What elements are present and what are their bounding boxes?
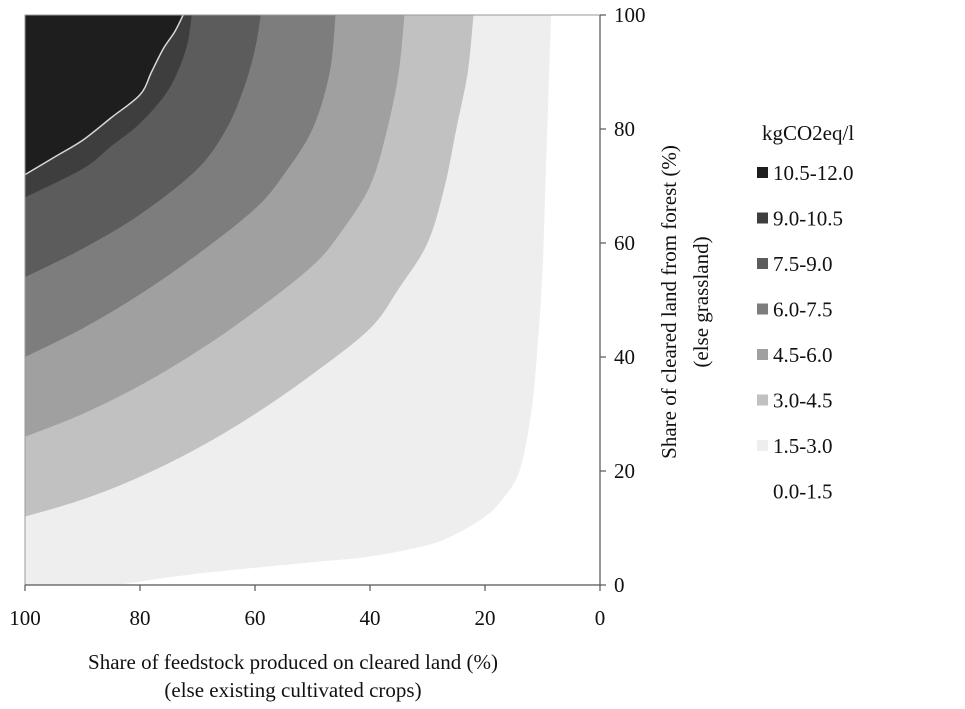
legend-item: 4.5-6.0 (757, 343, 833, 367)
legend-item: 3.0-4.5 (757, 389, 833, 413)
x-tick-label: 60 (245, 606, 266, 630)
y-axis-ticks: 0 20 40 60 80 100 (600, 3, 646, 597)
legend-item: 0.0-1.5 (757, 480, 833, 504)
x-axis-title-line1: Share of feedstock produced on cleared l… (88, 650, 498, 674)
legend-swatch (757, 304, 768, 315)
x-axis-ticks: 100 80 60 40 20 0 (9, 585, 605, 630)
legend-label: 3.0-4.5 (773, 389, 833, 413)
x-tick-label: 80 (130, 606, 151, 630)
y-tick-label: 80 (614, 117, 635, 141)
legend-item: 7.5-9.0 (757, 252, 833, 276)
contour-bands (23, 13, 551, 585)
y-tick-label: 100 (614, 3, 646, 27)
x-tick-label: 20 (475, 606, 496, 630)
y-tick-label: 0 (614, 573, 625, 597)
x-tick-label: 100 (9, 606, 41, 630)
y-axis-title-line2: (else grassland) (689, 236, 713, 367)
y-tick-label: 60 (614, 231, 635, 255)
legend-swatch (757, 167, 768, 178)
legend-swatch (757, 395, 768, 406)
legend-swatch (757, 349, 768, 360)
legend-swatch (757, 258, 768, 269)
legend-items: 10.5-12.0 9.0-10.5 7.5-9.0 6.0-7.5 4.5-6.0 3.… (757, 161, 854, 504)
legend-swatch (757, 440, 768, 451)
legend-label: 10.5-12.0 (773, 161, 854, 185)
plot-area (23, 13, 600, 585)
legend-item: 6.0-7.5 (757, 298, 833, 322)
legend-item: 9.0-10.5 (757, 207, 843, 231)
legend: kgCO2eq/l 10.5-12.0 9.0-10.5 7.5-9.0 6.0-7.… (757, 121, 854, 504)
y-axis-title-line1: Share of cleared land from forest (%) (657, 145, 681, 459)
legend-label: 6.0-7.5 (773, 298, 833, 322)
legend-label: 7.5-9.0 (773, 252, 833, 276)
legend-item: 1.5-3.0 (757, 434, 833, 458)
legend-label: 4.5-6.0 (773, 343, 833, 367)
x-tick-label: 0 (595, 606, 606, 630)
legend-swatch (757, 486, 768, 497)
x-tick-label: 40 (360, 606, 381, 630)
legend-title: kgCO2eq/l (762, 121, 854, 145)
y-tick-label: 40 (614, 345, 635, 369)
x-axis-title-line2: (else existing cultivated crops) (164, 678, 421, 702)
legend-item: 10.5-12.0 (757, 161, 854, 185)
legend-label: 9.0-10.5 (773, 207, 843, 231)
legend-label: 1.5-3.0 (773, 434, 833, 458)
legend-label: 0.0-1.5 (773, 480, 833, 504)
y-axis-title: Share of cleared land from forest (%) (e… (657, 145, 713, 459)
legend-swatch (757, 213, 768, 224)
y-tick-label: 20 (614, 459, 635, 483)
